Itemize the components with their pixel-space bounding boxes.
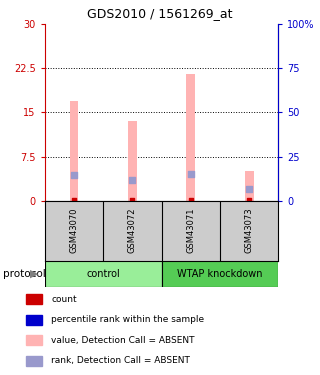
Text: GSM43070: GSM43070 bbox=[69, 208, 78, 254]
Point bbox=[130, 197, 135, 203]
Bar bbox=[128, 122, 137, 201]
Text: ▶: ▶ bbox=[30, 269, 39, 279]
Point bbox=[188, 197, 193, 203]
Point bbox=[71, 197, 76, 203]
Text: count: count bbox=[51, 295, 77, 304]
Text: GDS2010 / 1561269_at: GDS2010 / 1561269_at bbox=[87, 7, 233, 20]
Text: protocol: protocol bbox=[3, 269, 46, 279]
Point bbox=[247, 197, 252, 203]
Text: GSM43071: GSM43071 bbox=[186, 208, 195, 254]
Point bbox=[247, 186, 252, 192]
Text: GSM43072: GSM43072 bbox=[128, 208, 137, 254]
Point bbox=[71, 172, 76, 178]
FancyBboxPatch shape bbox=[45, 261, 162, 287]
Point bbox=[188, 171, 193, 177]
Text: GSM43073: GSM43073 bbox=[245, 208, 254, 254]
Bar bbox=[26, 356, 42, 366]
Point bbox=[130, 177, 135, 183]
Text: value, Detection Call = ABSENT: value, Detection Call = ABSENT bbox=[51, 336, 195, 345]
Bar bbox=[26, 335, 42, 345]
Bar bbox=[70, 101, 78, 201]
Bar bbox=[245, 171, 253, 201]
Text: WTAP knockdown: WTAP knockdown bbox=[177, 269, 263, 279]
Text: control: control bbox=[86, 269, 120, 279]
Bar bbox=[26, 315, 42, 325]
Text: rank, Detection Call = ABSENT: rank, Detection Call = ABSENT bbox=[51, 356, 190, 365]
FancyBboxPatch shape bbox=[162, 261, 278, 287]
Bar bbox=[187, 74, 195, 201]
Text: percentile rank within the sample: percentile rank within the sample bbox=[51, 315, 204, 324]
Bar bbox=[26, 294, 42, 304]
